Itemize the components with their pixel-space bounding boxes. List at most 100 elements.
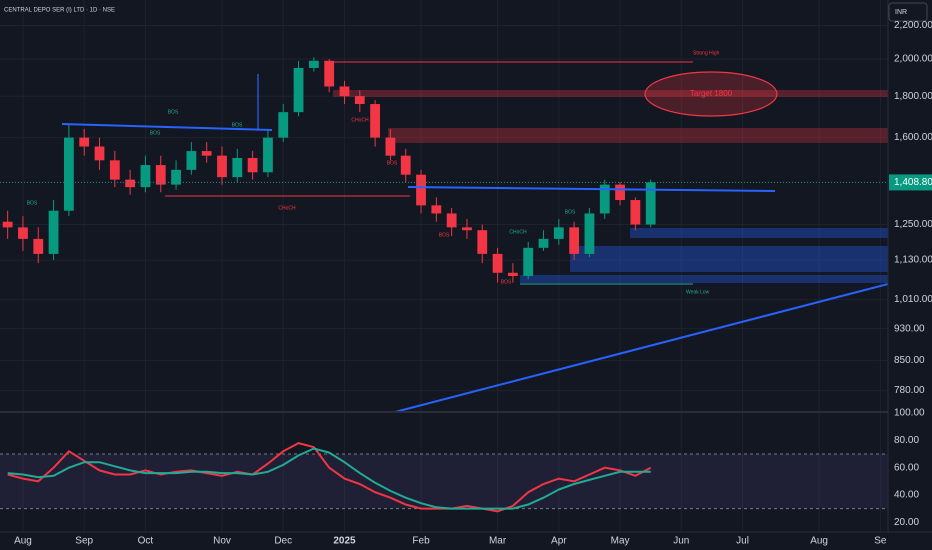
y-tick-label: 2,000.00 — [894, 54, 932, 65]
rsi-band — [0, 453, 888, 509]
candle-body — [48, 210, 59, 254]
bos-label: BOS — [565, 209, 576, 215]
y-tick-label: 1,250.00 — [894, 219, 932, 230]
candle-body — [232, 157, 243, 178]
candle-body — [385, 137, 396, 156]
choch-label: CHoCH — [351, 117, 369, 123]
candle-body — [33, 238, 44, 254]
x-tick-label: Jul — [736, 536, 749, 547]
last-price-tag — [889, 174, 932, 191]
rsi-tick-label: 40.00 — [894, 490, 919, 501]
y-tick-label: 1,130.00 — [894, 255, 932, 266]
x-tick-label: Oct — [138, 536, 154, 547]
y-tick-label: 1,600.00 — [894, 132, 932, 143]
x-tick-label: 2025 — [333, 536, 356, 547]
candle-body — [186, 151, 197, 170]
target-label: Target 1800 — [690, 89, 733, 98]
currency-button[interactable] — [888, 2, 928, 22]
bos-label: BOS — [27, 200, 38, 206]
demand-zone — [630, 228, 888, 238]
candle-body — [538, 238, 549, 248]
candle-body — [201, 151, 212, 156]
trend-line — [394, 283, 889, 413]
candle-body — [94, 146, 105, 161]
candle-body — [400, 155, 411, 175]
supply-zone — [333, 90, 888, 97]
last-price-label: 1,408.80 — [894, 177, 932, 188]
x-tick-label: Sep — [75, 536, 93, 547]
candle-body — [354, 96, 365, 105]
candle-body — [324, 60, 335, 87]
candle-body — [477, 230, 488, 254]
candle-body — [263, 137, 273, 173]
bos-label: BOS — [501, 279, 512, 285]
candle-body — [599, 184, 610, 214]
candle-body — [155, 165, 166, 185]
candle-body — [140, 165, 151, 188]
rsi-tick-label: 80.00 — [894, 435, 919, 446]
x-tick-label: Feb — [412, 536, 430, 547]
candle-body — [278, 112, 289, 138]
x-tick-label: Apr — [551, 536, 567, 547]
currency-label: INR — [895, 9, 907, 16]
rsi-line — [7, 442, 652, 513]
x-tick-label: Aug — [14, 536, 32, 547]
candle-body — [615, 184, 625, 201]
candle-body — [645, 182, 656, 225]
grid — [0, 0, 888, 532]
axes: 2,200.00 2,000.00 1,800.00 1,600.00 1,250.00… — [14, 20, 932, 547]
candle-body — [2, 221, 13, 228]
supply-zone — [388, 128, 888, 143]
weak-low-label: Weak Low — [686, 289, 710, 295]
rsi-tick-label: 60.00 — [894, 462, 919, 473]
bos-label: BOS — [387, 160, 398, 166]
candle-body — [171, 169, 181, 185]
rsi-line — [7, 447, 651, 510]
candle-body — [63, 137, 74, 211]
candle-body — [630, 200, 641, 225]
candle-body — [462, 227, 472, 231]
candle-body — [370, 104, 381, 138]
x-tick-label: Nov — [213, 536, 231, 547]
candle-body — [553, 227, 564, 239]
rsi-pane — [0, 442, 888, 513]
candle-body — [339, 86, 350, 97]
chart-title: CENTRAL DEPO SER (I) LTD · 1D · NSE — [4, 8, 115, 14]
x-tick-label: Dec — [274, 536, 292, 547]
candles — [0, 57, 888, 283]
bos-label: BOS — [439, 232, 450, 238]
trend-line — [407, 186, 776, 192]
candle-body — [125, 179, 136, 188]
candle-body — [79, 137, 90, 147]
candle-body — [569, 227, 580, 254]
y-tick-label: 1,800.00 — [894, 91, 932, 102]
choch-label: CHoCH — [278, 205, 296, 211]
x-tick-label: Aug — [810, 536, 828, 547]
y-tick-label: 2,200.00 — [894, 20, 932, 31]
candle-body — [492, 253, 503, 273]
y-tick-label: 1,010.00 — [894, 294, 932, 305]
choch-label: CHoCH — [509, 229, 527, 235]
candle-body — [217, 155, 227, 178]
candle-body — [431, 205, 442, 214]
candle-body — [584, 213, 595, 254]
candle-body — [416, 174, 426, 206]
strong-high-label: Strong High — [693, 50, 720, 56]
y-tick-label: 850.00 — [894, 355, 925, 366]
x-tick-label: Se — [874, 536, 887, 547]
y-tick-label: 930.00 — [894, 323, 925, 334]
candle-body — [247, 157, 258, 173]
x-tick-label: Mar — [489, 536, 507, 547]
demand-zone — [520, 275, 888, 283]
x-tick-label: May — [611, 536, 630, 547]
candle-body — [308, 60, 319, 68]
bos-label: BOS — [168, 109, 179, 115]
y-tick-label: 780.00 — [894, 385, 925, 396]
rsi-tick-label: 20.00 — [894, 517, 919, 528]
candle-body — [18, 227, 28, 239]
candle-body — [293, 67, 304, 113]
target-ellipse — [644, 71, 778, 117]
rsi-tick-label: 100.00 — [894, 408, 925, 419]
